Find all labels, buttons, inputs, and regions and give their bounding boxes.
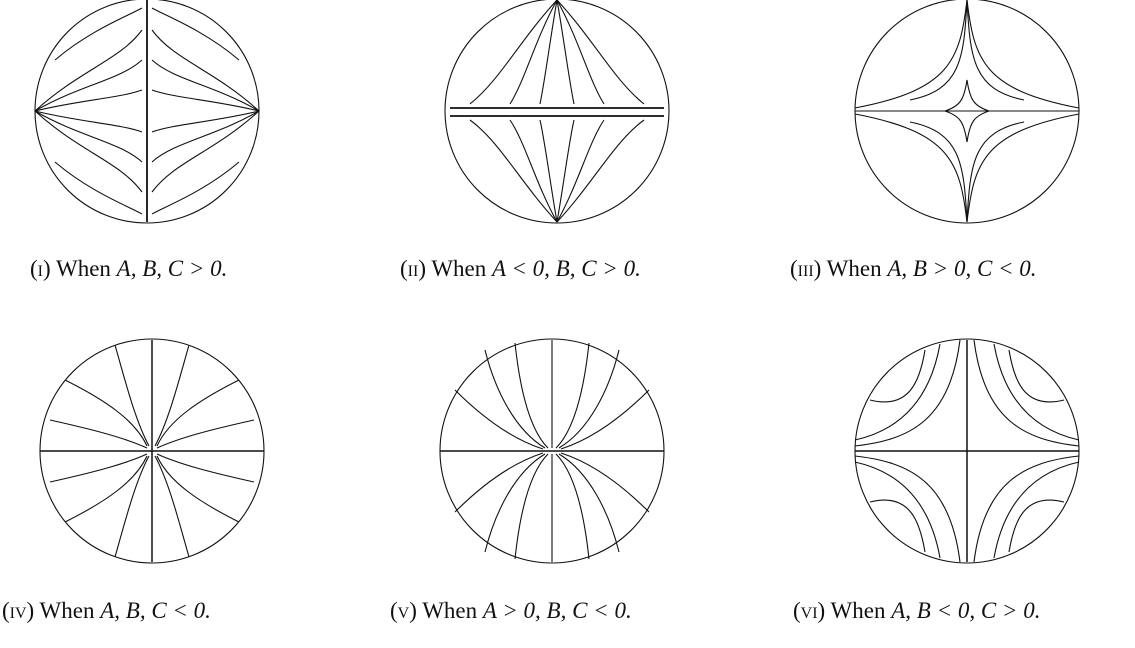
caption-iv: (iv) When A, B, C < 0. bbox=[2, 598, 211, 623]
panel-iv: (iv) When A, B, C < 0. bbox=[2, 338, 335, 640]
panel-v: (v) When A > 0, B, C < 0. bbox=[390, 338, 735, 640]
phase-portrait-ii bbox=[444, 0, 670, 224]
caption-vi: (vi) When A, B < 0, C > 0. bbox=[793, 598, 1041, 623]
panel-iii: (iii) When A, B > 0, C < 0. bbox=[790, 0, 1135, 300]
caption-i: (i) When A, B, C > 0. bbox=[30, 256, 228, 281]
panel-ii: (ii) When A < 0, B, C > 0. bbox=[400, 0, 740, 300]
caption-ii: (ii) When A < 0, B, C > 0. bbox=[400, 256, 641, 281]
panel-vi: (vi) When A, B < 0, C > 0. bbox=[793, 338, 1135, 640]
phase-portrait-i bbox=[34, 0, 260, 224]
caption-v: (v) When A > 0, B, C < 0. bbox=[390, 598, 632, 623]
boundary-circle-ii bbox=[444, 0, 670, 224]
panel-i: (i) When A, B, C > 0. bbox=[30, 0, 330, 300]
phase-portrait-iii bbox=[854, 0, 1080, 224]
caption-iii: (iii) When A, B > 0, C < 0. bbox=[790, 256, 1037, 281]
phase-portrait-v bbox=[439, 338, 665, 564]
phase-portrait-iv bbox=[39, 338, 265, 564]
phase-portrait-vi bbox=[854, 338, 1080, 564]
